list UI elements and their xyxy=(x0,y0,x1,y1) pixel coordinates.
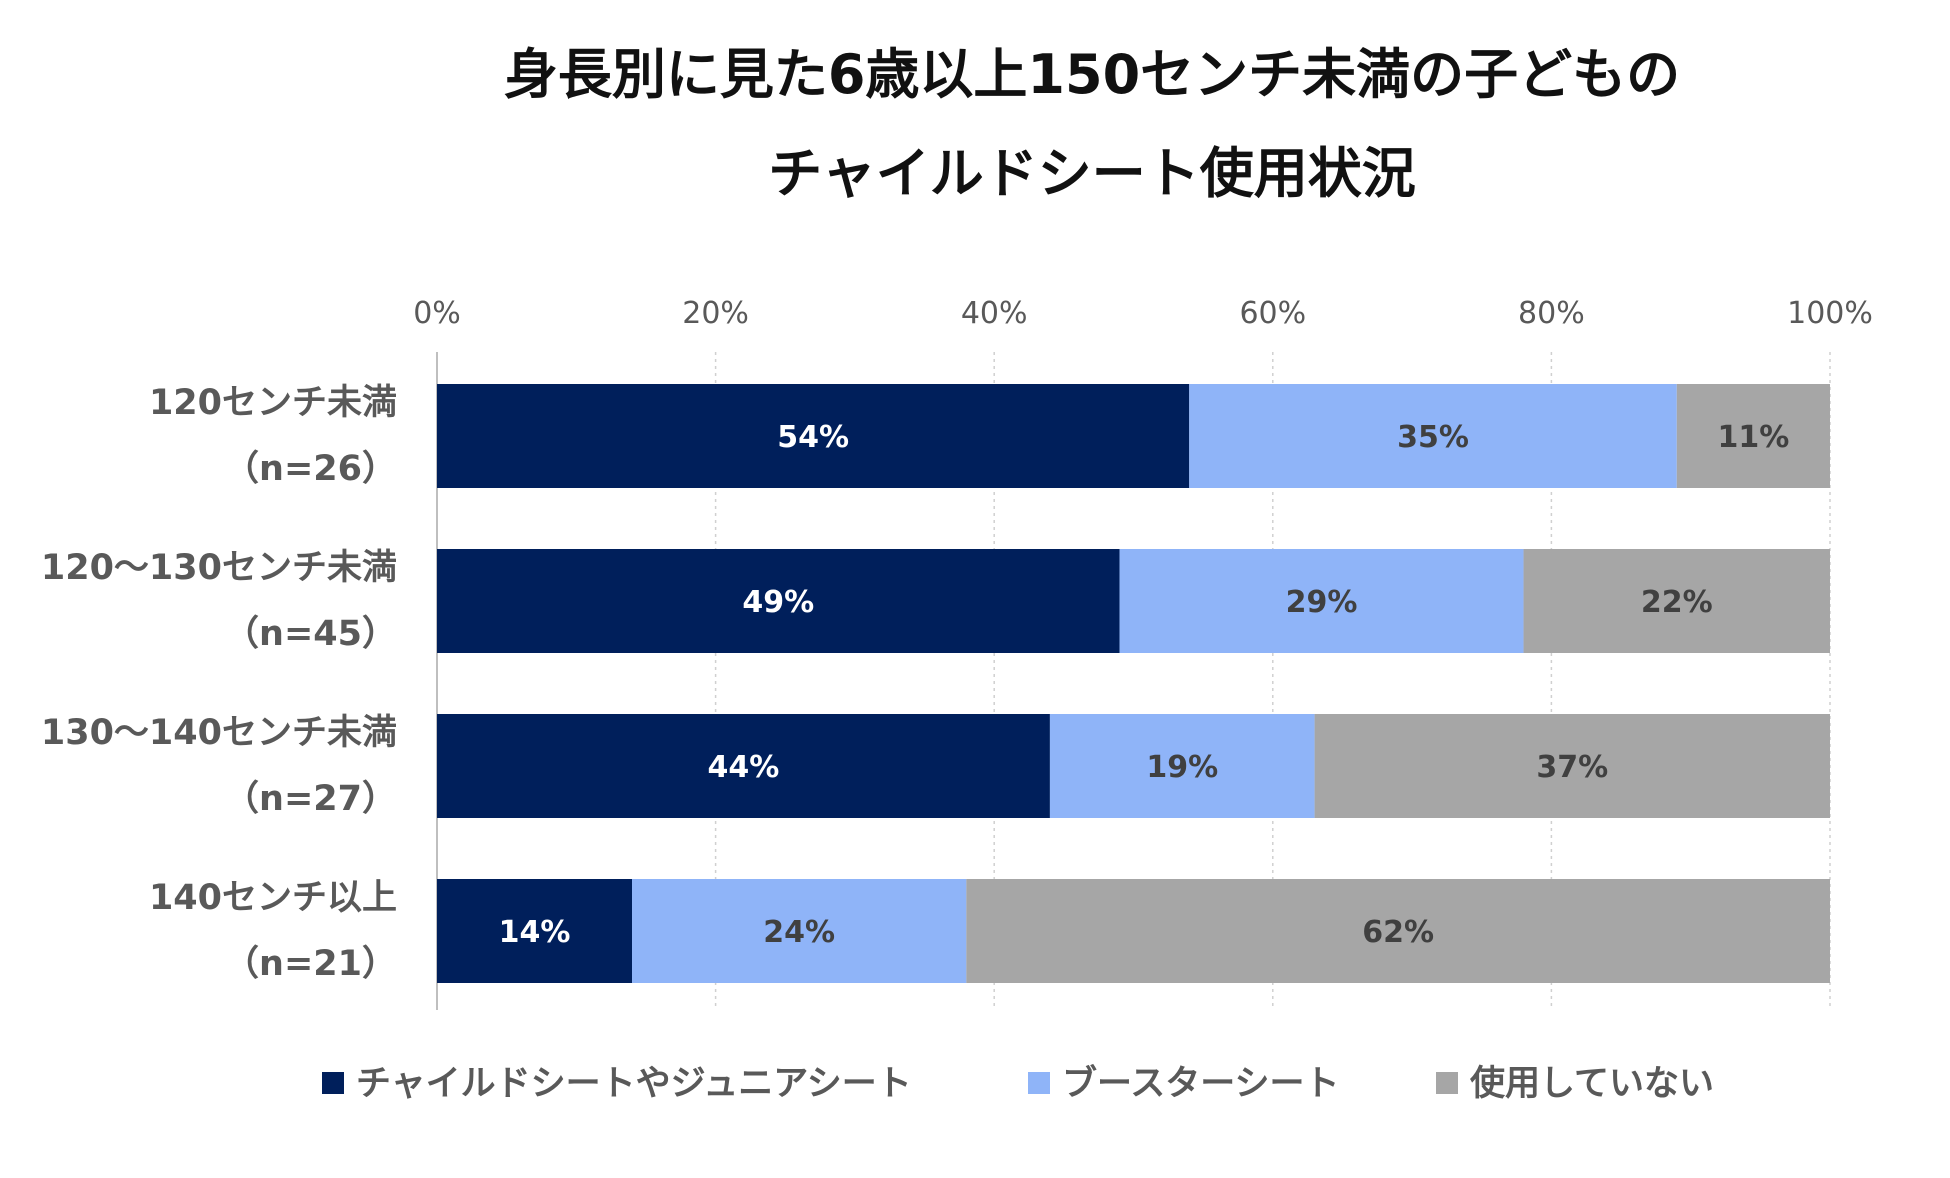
x-tick-label: 40% xyxy=(961,296,1028,331)
category-n-label: （n=27） xyxy=(224,779,397,819)
data-label: 54% xyxy=(777,420,849,455)
bar-segment-1-row-3 xyxy=(437,714,1050,818)
legend-swatch-2 xyxy=(1028,1072,1050,1094)
bar-segment-3-row-2 xyxy=(1523,549,1830,653)
bar-segment-3-row-1 xyxy=(1676,384,1830,488)
data-label: 62% xyxy=(1362,915,1434,950)
data-label: 35% xyxy=(1397,420,1469,455)
bar-segment-2-row-4 xyxy=(632,879,967,983)
bar-segment-2-row-3 xyxy=(1049,714,1315,818)
chart-title-line-2: チャイルドシート使用状況 xyxy=(768,142,1415,205)
data-label: 19% xyxy=(1146,750,1218,785)
x-tick-label: 100% xyxy=(1787,296,1873,331)
category-label: 140センチ以上 xyxy=(149,878,397,918)
category-labels: 120センチ未満 （n=26） 120～130センチ未満 （n=45） 130～140セ… xyxy=(41,383,397,984)
bar-segment-1-row-1 xyxy=(437,384,1190,488)
data-label: 37% xyxy=(1536,750,1608,785)
legend-swatch-1 xyxy=(322,1072,344,1094)
legend-label-3: 使用していない xyxy=(1470,1064,1714,1104)
chart-title-line-1: 身長別に見た6歳以上150センチ未満の子どもの xyxy=(504,43,1680,106)
legend: チャイルドシートやジュニアシート ブースターシート 使用していない xyxy=(322,1063,1714,1104)
data-label: 22% xyxy=(1641,585,1713,620)
data-label: 44% xyxy=(708,750,780,785)
data-label: 49% xyxy=(742,585,814,620)
x-tick-label: 0% xyxy=(413,296,461,331)
category-label: 120センチ未満 xyxy=(149,383,397,423)
data-labels: 54% 35% 11% 49% 29% 22% 44% 19% 37% 14% 24% 62% xyxy=(499,420,1790,950)
category-n-label: （n=26） xyxy=(224,449,397,489)
x-tick-label: 60% xyxy=(1239,296,1306,331)
data-label: 11% xyxy=(1717,420,1789,455)
legend-label-1: チャイルドシートやジュニアシート xyxy=(356,1064,912,1104)
legend-swatch-3 xyxy=(1436,1072,1458,1094)
category-n-label: （n=21） xyxy=(224,944,397,984)
x-tick-label: 80% xyxy=(1518,296,1585,331)
category-label: 120～130センチ未満 xyxy=(41,548,397,588)
data-label: 24% xyxy=(763,915,835,950)
bar-segment-3-row-3 xyxy=(1314,714,1830,818)
bar-segment-1-row-2 xyxy=(437,549,1120,653)
bar-segment-1-row-4 xyxy=(437,879,633,983)
data-label: 29% xyxy=(1286,585,1358,620)
category-label: 130～140センチ未満 xyxy=(41,713,397,753)
data-label: 14% xyxy=(499,915,571,950)
x-tick-label: 20% xyxy=(682,296,749,331)
bars xyxy=(437,384,1830,983)
x-axis-ticks: 0% 20% 40% 60% 80% 100% xyxy=(413,296,1873,331)
category-n-label: （n=45） xyxy=(224,614,397,654)
bar-segment-2-row-1 xyxy=(1189,384,1677,488)
bar-segment-2-row-2 xyxy=(1119,549,1524,653)
legend-label-2: ブースターシート xyxy=(1062,1063,1340,1104)
bar-segment-3-row-4 xyxy=(966,879,1830,983)
